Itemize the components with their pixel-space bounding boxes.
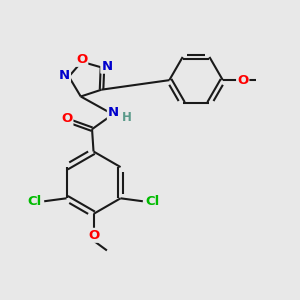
Text: O: O xyxy=(61,112,72,125)
Text: O: O xyxy=(88,229,99,242)
Text: Cl: Cl xyxy=(145,195,160,208)
Text: O: O xyxy=(76,53,87,66)
Text: O: O xyxy=(237,74,248,87)
Text: H: H xyxy=(122,111,132,124)
Text: N: N xyxy=(59,69,70,82)
Text: N: N xyxy=(101,60,112,73)
Text: N: N xyxy=(108,106,119,119)
Text: Cl: Cl xyxy=(28,195,42,208)
